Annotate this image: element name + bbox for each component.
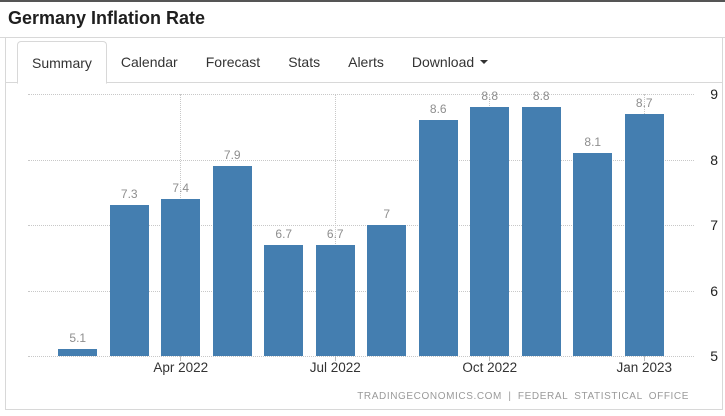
source-credit[interactable]: TRADINGECONOMICS.COM | FEDERAL STATISTIC…	[357, 391, 689, 402]
h-gridline	[28, 94, 694, 95]
axis-tick	[334, 356, 336, 361]
h-gridline	[28, 356, 694, 357]
chart-card: Summary Calendar Forecast Stats Alerts D…	[5, 38, 723, 410]
y-axis-label: 6	[710, 282, 718, 299]
axis-tick	[180, 356, 182, 361]
bar-value-label: 7	[383, 207, 391, 221]
bar-value-label: 8.7	[635, 95, 653, 110]
h-gridline	[28, 159, 694, 161]
tab-calendar[interactable]: Calendar	[120, 54, 178, 70]
header-divider	[0, 37, 725, 38]
bar[interactable]	[367, 225, 407, 356]
bar[interactable]	[315, 244, 355, 356]
x-axis-label: Jul 2022	[309, 360, 361, 375]
plot-area: 5.1 7.3 7.4 7.9 6.7 6.7 7 8.6 8.8 8.8 8.1 8.7	[28, 89, 694, 357]
caret-down-icon	[480, 60, 489, 64]
bar[interactable]	[264, 244, 304, 356]
tab-alerts[interactable]: Alerts	[348, 54, 384, 70]
bar[interactable]	[521, 107, 561, 356]
bar[interactable]	[573, 152, 613, 356]
x-axis-label: Jan 2023	[616, 360, 673, 375]
tab-download-label: Download	[411, 54, 475, 70]
bar[interactable]	[624, 113, 664, 356]
bar-value-label: 6.7	[275, 226, 293, 241]
tab-summary[interactable]: Summary	[17, 41, 107, 84]
x-axis-label: Oct 2022	[462, 360, 518, 375]
y-axis-label: 9	[710, 86, 718, 102]
bar-value-label: 5.1	[69, 331, 87, 346]
bar[interactable]	[58, 349, 98, 356]
tab-forecast[interactable]: Forecast	[205, 54, 261, 70]
v-gridline	[334, 94, 336, 356]
bar-value-label: 8.6	[429, 102, 447, 117]
bar-value-label: 8.1	[584, 134, 602, 149]
bar-value-label: 8.8	[481, 89, 499, 104]
tab-stats[interactable]: Stats	[288, 54, 321, 70]
h-gridline	[28, 290, 694, 292]
bar-value-label: 6.7	[326, 226, 344, 241]
bar-value-label: 8.8	[532, 89, 550, 104]
axis-tick	[643, 356, 645, 361]
bar-value-label: 7.9	[223, 148, 241, 163]
tab-download[interactable]: Download	[398, 41, 502, 83]
bar-value-label: 7.4	[172, 180, 190, 195]
x-axis-label: Apr 2022	[153, 360, 209, 375]
h-gridline	[28, 225, 694, 226]
bar[interactable]	[470, 107, 510, 356]
bar[interactable]	[109, 205, 149, 356]
y-axis-label: 5	[710, 348, 718, 364]
bar[interactable]	[161, 198, 201, 356]
y-axis-label: 7	[710, 217, 718, 233]
tabbar: Summary Calendar Forecast Stats Alerts D…	[6, 38, 722, 84]
y-axis-label: 8	[710, 151, 718, 168]
bar-value-label: 7.3	[120, 187, 138, 202]
bar[interactable]	[418, 120, 458, 356]
axis-tick	[489, 356, 491, 361]
bar[interactable]	[212, 166, 252, 356]
page-title: Germany Inflation Rate	[8, 8, 206, 28]
